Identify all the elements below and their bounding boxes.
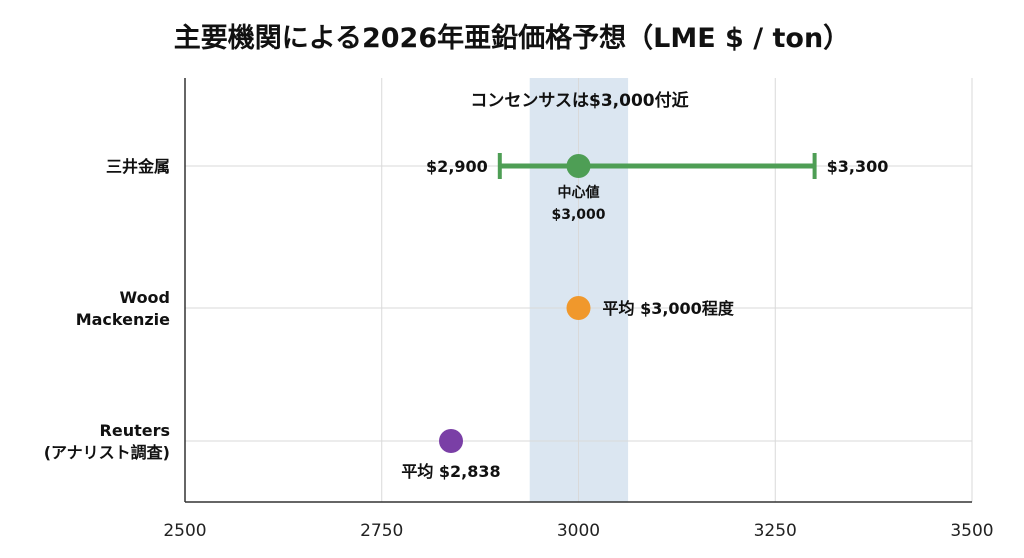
x-tick-label: 3000 [557, 521, 600, 541]
x-tick-label: 3250 [754, 521, 797, 541]
x-tick-label: 2500 [163, 521, 206, 541]
center-point [566, 154, 591, 178]
data-label: 平均 $2,838 [401, 462, 500, 481]
center-label: $3,000 [551, 207, 605, 223]
range-high-label: $3,300 [827, 157, 889, 176]
range-low-label: $2,900 [426, 157, 488, 176]
y-category-label: Wood [119, 288, 170, 307]
y-category-label: Reuters [100, 421, 170, 440]
y-category-label: Mackenzie [76, 310, 170, 329]
x-tick-label: 3500 [950, 521, 993, 541]
consensus-label: コンセンサスは$3,000付近 [470, 90, 688, 111]
data-point [566, 296, 591, 320]
center-label: 中心値 [558, 184, 600, 201]
y-category-label: (アナリスト調査) [44, 443, 170, 462]
y-category-label: 三井金属 [106, 157, 170, 176]
data-point [439, 429, 464, 453]
x-tick-label: 2750 [360, 521, 403, 541]
data-label: 平均 $3,000程度 [603, 299, 735, 318]
chart-title: 主要機関による2026年亜鉛価格予想（LME $ / ton） [174, 22, 850, 54]
